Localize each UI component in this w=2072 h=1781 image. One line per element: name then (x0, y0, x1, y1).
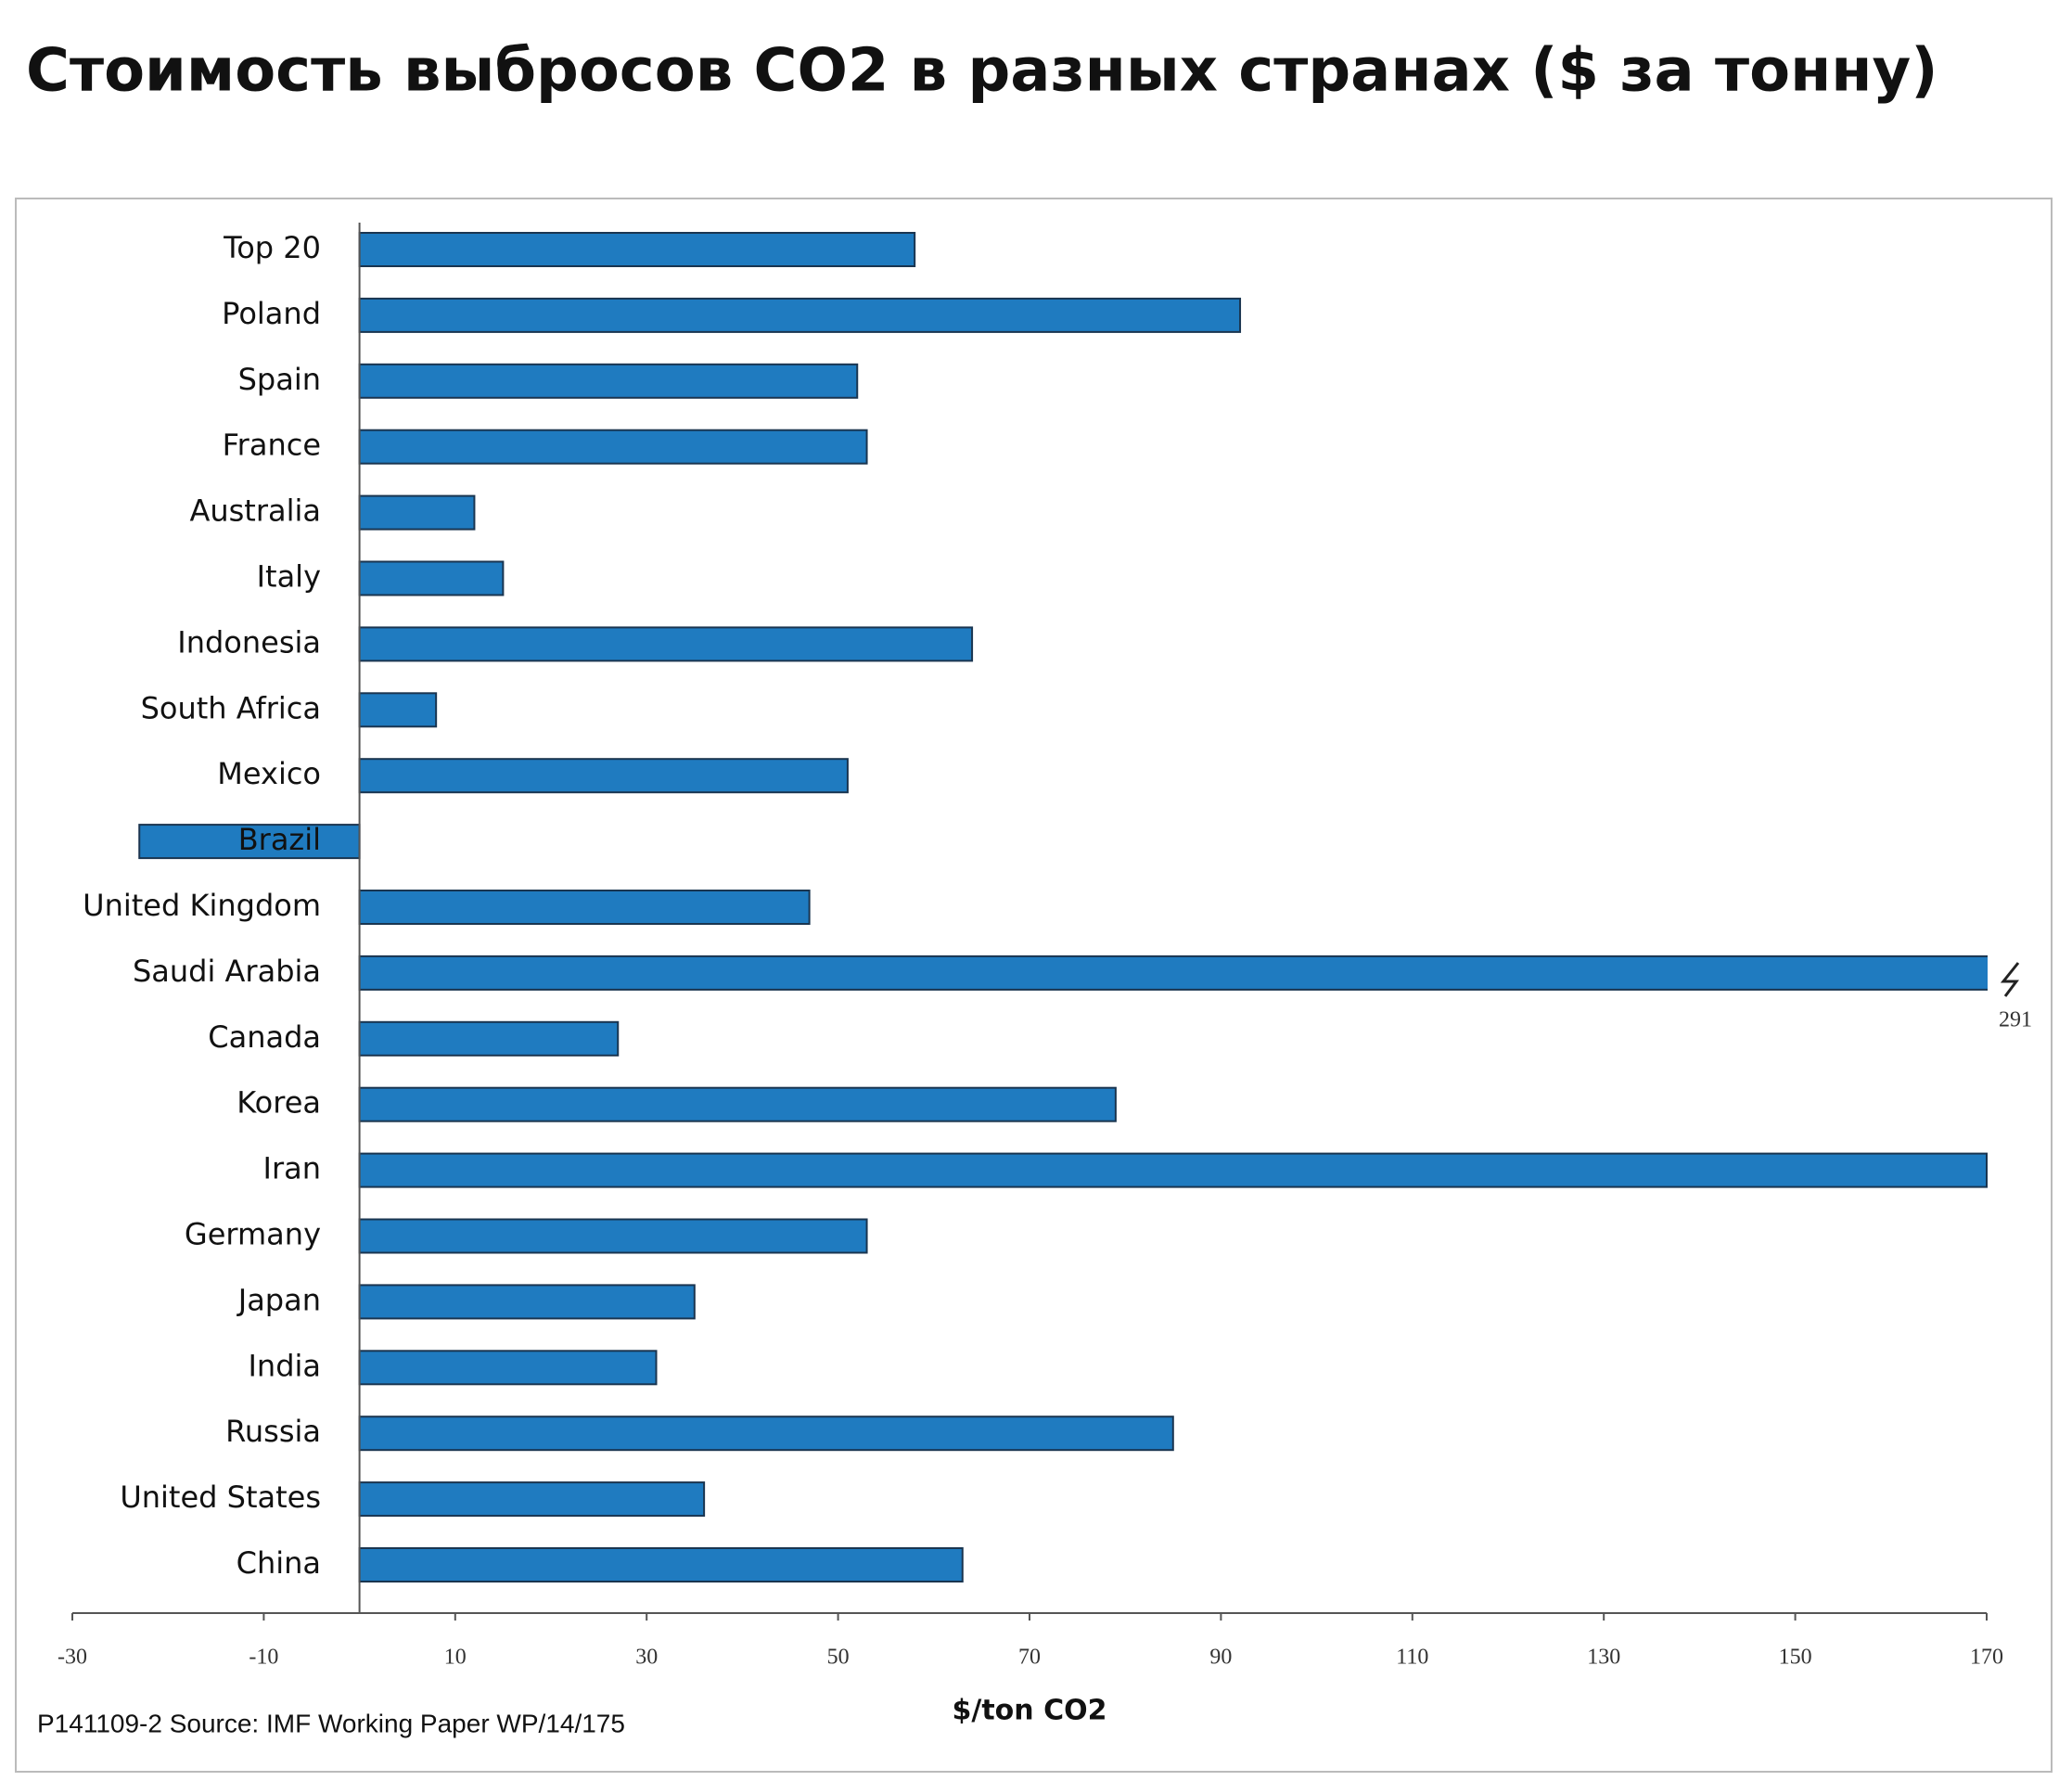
data-label: 291 (1999, 1007, 2032, 1031)
bar (358, 494, 476, 531)
category-label: Brazil (238, 822, 321, 857)
x-tick-label: 50 (827, 1646, 850, 1670)
category-label: Germany (185, 1217, 321, 1252)
x-tick-label: -10 (249, 1646, 278, 1670)
x-tick-label: 110 (1396, 1646, 1428, 1670)
bar (358, 692, 438, 728)
x-tick-label: -30 (58, 1646, 87, 1670)
bar (358, 363, 859, 399)
x-tick-label: 90 (1209, 1646, 1232, 1670)
bar (358, 232, 916, 267)
bar (358, 297, 1242, 333)
category-label: South Africa (141, 690, 321, 725)
category-label: Saudi Arabia (133, 954, 321, 989)
category-label: United Kingdom (83, 888, 321, 923)
chart-title: Стоимость выбросов CO2 в разных странах … (26, 37, 1938, 106)
bar (358, 1481, 706, 1518)
category-label: Mexico (217, 756, 321, 791)
bar (358, 1152, 1988, 1188)
category-label: Canada (208, 1019, 321, 1055)
bar (358, 1416, 1174, 1452)
category-label: Russia (225, 1414, 321, 1449)
category-label: Iran (263, 1151, 321, 1186)
category-label: Spain (238, 362, 321, 397)
category-label: Indonesia (177, 624, 321, 660)
category-label: India (248, 1348, 321, 1383)
bar (358, 1547, 964, 1582)
bar (358, 1086, 1117, 1122)
bar (358, 429, 868, 465)
bar (358, 890, 811, 925)
category-label: France (223, 428, 321, 463)
x-tick-label: 130 (1587, 1646, 1620, 1670)
category-label: Poland (222, 296, 321, 331)
bar (138, 824, 361, 860)
x-tick-label: 170 (1970, 1646, 2003, 1670)
bar (358, 626, 974, 662)
category-label: China (237, 1545, 321, 1581)
chart-frame (15, 198, 2053, 1773)
category-label: Italy (257, 559, 321, 595)
source-note: P141109-2 Source: IMF Working Paper WP/1… (37, 1709, 625, 1737)
x-axis-label: $/ton CO2 (953, 1695, 1107, 1727)
bar (358, 560, 505, 596)
x-tick-label: 30 (635, 1646, 658, 1670)
bar (358, 1218, 868, 1254)
bar (358, 1284, 696, 1320)
category-label: Australia (189, 493, 321, 529)
category-label: Korea (237, 1085, 321, 1121)
axis-break-symbol (2000, 962, 2020, 997)
bar (358, 1350, 658, 1386)
category-label: Top 20 (223, 230, 321, 265)
x-tick-label: 10 (444, 1646, 467, 1670)
bar (358, 758, 849, 794)
category-label: Japan (237, 1282, 321, 1317)
bar (358, 1020, 620, 1057)
category-label: United States (120, 1480, 321, 1515)
bar (358, 955, 1988, 991)
x-tick-label: 150 (1779, 1646, 1812, 1670)
x-tick-label: 70 (1018, 1646, 1041, 1670)
